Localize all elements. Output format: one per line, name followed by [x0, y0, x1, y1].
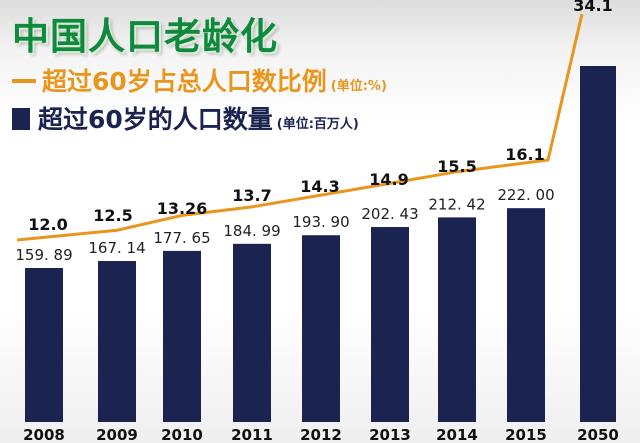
- bar: [438, 217, 476, 422]
- legend-count-label: 超过60岁的人口数量: [38, 105, 273, 134]
- bar-value-label: 193. 90: [292, 213, 349, 231]
- ratio-value-label: 15.5: [437, 157, 476, 176]
- bar: [371, 227, 409, 422]
- bar: [507, 208, 545, 422]
- ratio-value-label: 12.0: [28, 215, 67, 234]
- ratio-value-label: 34.1: [573, 0, 612, 15]
- x-tick-label: 2009: [96, 426, 138, 443]
- bar-value-label: 222. 00: [497, 186, 554, 204]
- x-tick-label: 2012: [300, 426, 342, 443]
- x-tick-label: 2050: [577, 426, 619, 443]
- chart-title: 中国人口老龄化: [12, 15, 278, 58]
- ratio-value-label: 14.3: [300, 177, 339, 196]
- bar-value-label: 159. 89: [15, 246, 72, 264]
- legend-ratio-unit: (单位:%): [330, 79, 387, 94]
- bar-value-label: 184. 99: [223, 222, 280, 240]
- x-tick-label: 2013: [369, 426, 411, 443]
- ratio-value-label: 12.5: [93, 206, 132, 225]
- x-tick-label: 2015: [505, 426, 547, 443]
- bar-value-label: 177. 65: [153, 229, 210, 247]
- bar: [98, 261, 136, 422]
- ratio-value-label: 13.7: [232, 186, 271, 205]
- ratio-value-label: 14.9: [369, 170, 408, 189]
- x-tick-label: 2011: [231, 426, 273, 443]
- legend-ratio: 超过60岁占总人口数比例 (单位:%): [12, 62, 387, 98]
- bar-value-label: 212. 42: [428, 195, 485, 213]
- bar-value-label: 167. 14: [88, 239, 145, 257]
- legend-count: 超过60岁的人口数量 (单位:百万人): [12, 100, 359, 136]
- x-tick-label: 2014: [436, 426, 478, 443]
- bar: [25, 268, 63, 422]
- x-tick-label: 2010: [161, 426, 203, 443]
- bar-value-label: 202. 43: [361, 205, 418, 223]
- legend-line-swatch: [12, 79, 36, 83]
- bar: [163, 250, 201, 422]
- x-tick-label: 2008: [23, 426, 65, 443]
- ratio-line: [16, 13, 584, 242]
- bar: [233, 243, 271, 422]
- legend-bar-swatch: [12, 108, 30, 130]
- legend-count-unit: (单位:百万人): [276, 117, 359, 132]
- ratio-value-label: 16.1: [505, 145, 544, 164]
- bar: [580, 66, 616, 422]
- ratio-value-label: 13.26: [157, 199, 208, 218]
- legend-ratio-label: 超过60岁占总人口数比例: [42, 67, 327, 96]
- bar: [302, 235, 340, 422]
